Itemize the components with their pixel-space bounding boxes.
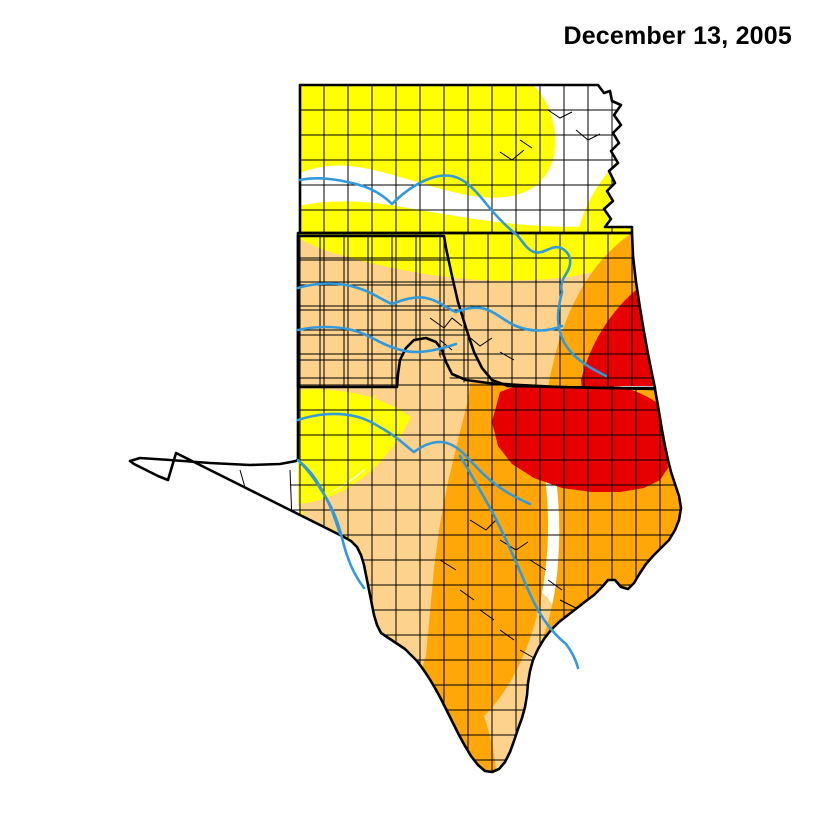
river-missouri (516, 234, 572, 294)
oklahoma-d0-upper2 (298, 233, 632, 281)
texas-d3-northeast (492, 379, 668, 492)
oklahoma-d3-se (581, 290, 655, 386)
texas-d2-southtip (422, 640, 496, 772)
river-pecos (298, 460, 342, 536)
river-kansas (298, 174, 520, 238)
river-canadian (296, 325, 458, 354)
river-brazos (458, 454, 568, 646)
river-red (296, 412, 532, 506)
state-boundaries (128, 83, 683, 774)
state-outline-kansas (298, 83, 634, 235)
river-cimarron (296, 282, 564, 332)
river-layer (296, 174, 608, 670)
state-outline-texas (128, 234, 683, 774)
state-outline-oklahoma (296, 231, 657, 390)
river-colorado (564, 642, 580, 670)
river-arkansas (556, 290, 608, 378)
kansas-d0-top (300, 85, 556, 198)
map-title: December 13, 2005 (563, 22, 792, 50)
drought-polygons (298, 85, 680, 772)
county-boundaries (175, 85, 681, 772)
